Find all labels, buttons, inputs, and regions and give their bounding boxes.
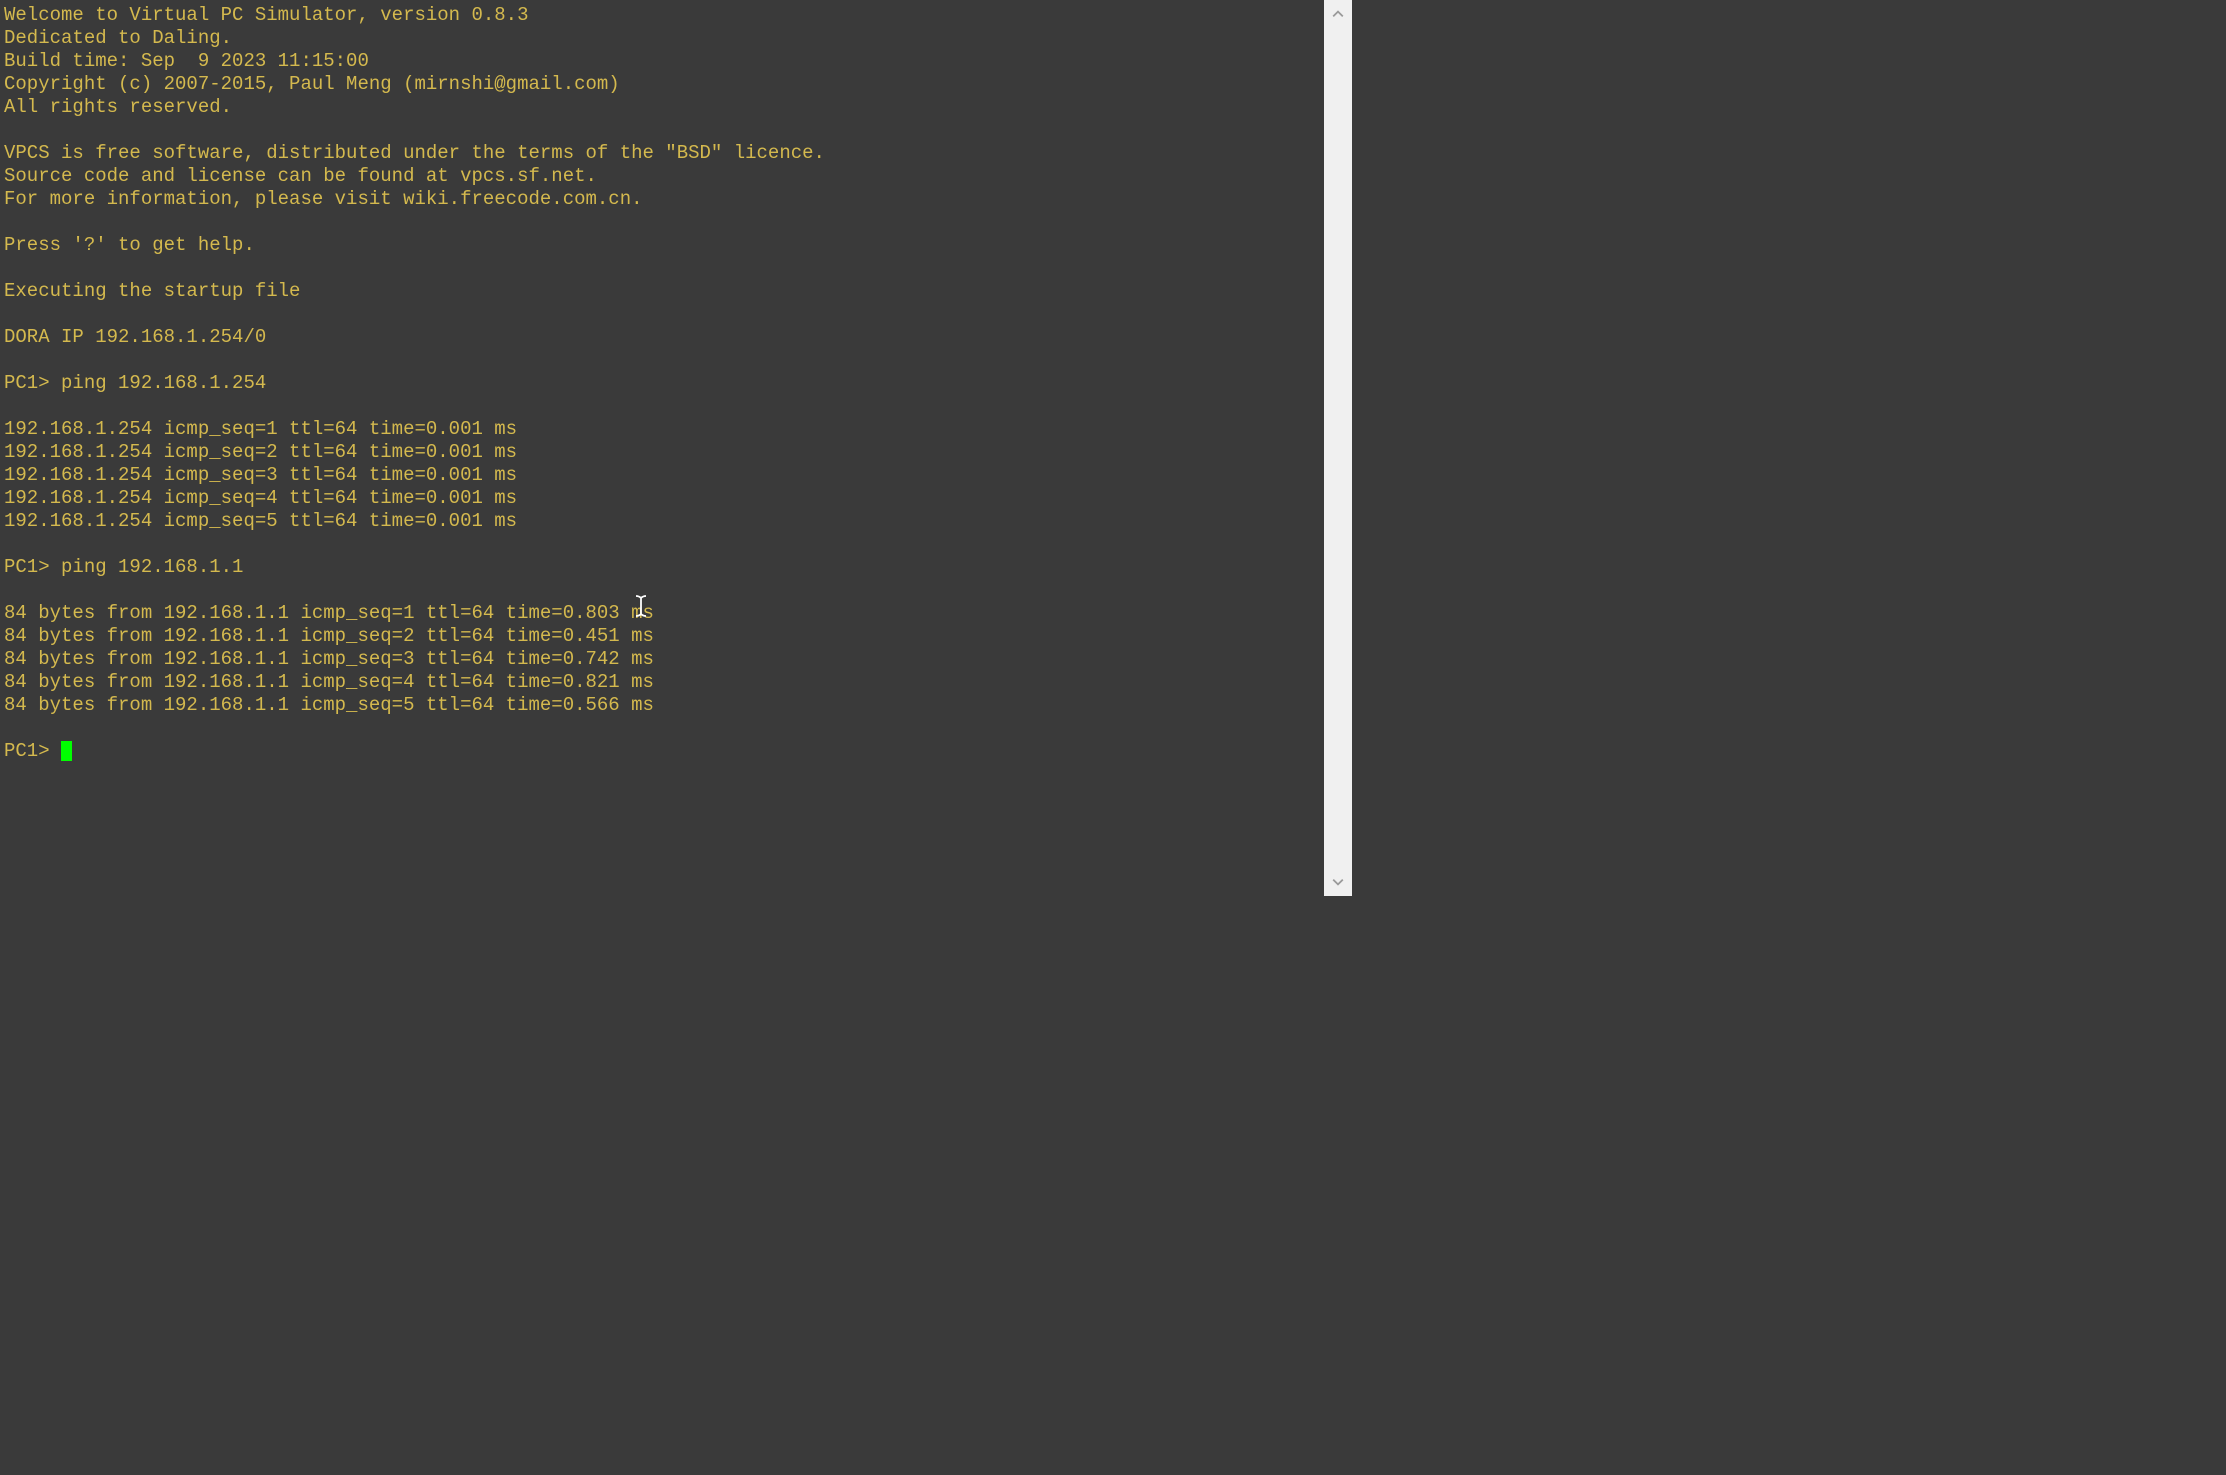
- terminal-line: 192.168.1.254 icmp_seq=5 ttl=64 time=0.0…: [4, 510, 517, 532]
- terminal-line: Dedicated to Daling.: [4, 27, 232, 49]
- terminal-line: Copyright (c) 2007-2015, Paul Meng (mirn…: [4, 73, 620, 95]
- terminal-line: 192.168.1.254 icmp_seq=4 ttl=64 time=0.0…: [4, 487, 517, 509]
- terminal-output[interactable]: Welcome to Virtual PC Simulator, version…: [0, 0, 1324, 896]
- terminal-line: 84 bytes from 192.168.1.1 icmp_seq=1 ttl…: [4, 602, 654, 624]
- terminal-line: 192.168.1.254 icmp_seq=2 ttl=64 time=0.0…: [4, 441, 517, 463]
- terminal-line: Build time: Sep 9 2023 11:15:00: [4, 50, 369, 72]
- terminal-line: For more information, please visit wiki.…: [4, 188, 643, 210]
- scroll-up-button[interactable]: [1324, 0, 1352, 28]
- terminal-line: 192.168.1.254 icmp_seq=3 ttl=64 time=0.0…: [4, 464, 517, 486]
- terminal-line: 84 bytes from 192.168.1.1 icmp_seq=4 ttl…: [4, 671, 654, 693]
- terminal-line: VPCS is free software, distributed under…: [4, 142, 825, 164]
- terminal-line: Executing the startup file: [4, 280, 300, 302]
- chevron-down-icon: [1332, 876, 1344, 888]
- cursor-block-icon: [61, 741, 72, 761]
- terminal-line: Press '?' to get help.: [4, 234, 255, 256]
- terminal-line: 84 bytes from 192.168.1.1 icmp_seq=2 ttl…: [4, 625, 654, 647]
- terminal-line: Welcome to Virtual PC Simulator, version…: [4, 4, 529, 26]
- terminal-prompt: PC1>: [4, 740, 61, 762]
- terminal-line: 192.168.1.254 icmp_seq=1 ttl=64 time=0.0…: [4, 418, 517, 440]
- terminal-line: 84 bytes from 192.168.1.1 icmp_seq=3 ttl…: [4, 648, 654, 670]
- scroll-down-button[interactable]: [1324, 868, 1352, 896]
- chevron-up-icon: [1332, 8, 1344, 20]
- terminal-line: PC1> ping 192.168.1.254: [4, 372, 266, 394]
- terminal-line: PC1> ping 192.168.1.1: [4, 556, 243, 578]
- terminal-line: Source code and license can be found at …: [4, 165, 597, 187]
- terminal-line: DORA IP 192.168.1.254/0: [4, 326, 266, 348]
- vertical-scrollbar[interactable]: [1324, 0, 1352, 896]
- terminal-line: All rights reserved.: [4, 96, 232, 118]
- terminal-line: 84 bytes from 192.168.1.1 icmp_seq=5 ttl…: [4, 694, 654, 716]
